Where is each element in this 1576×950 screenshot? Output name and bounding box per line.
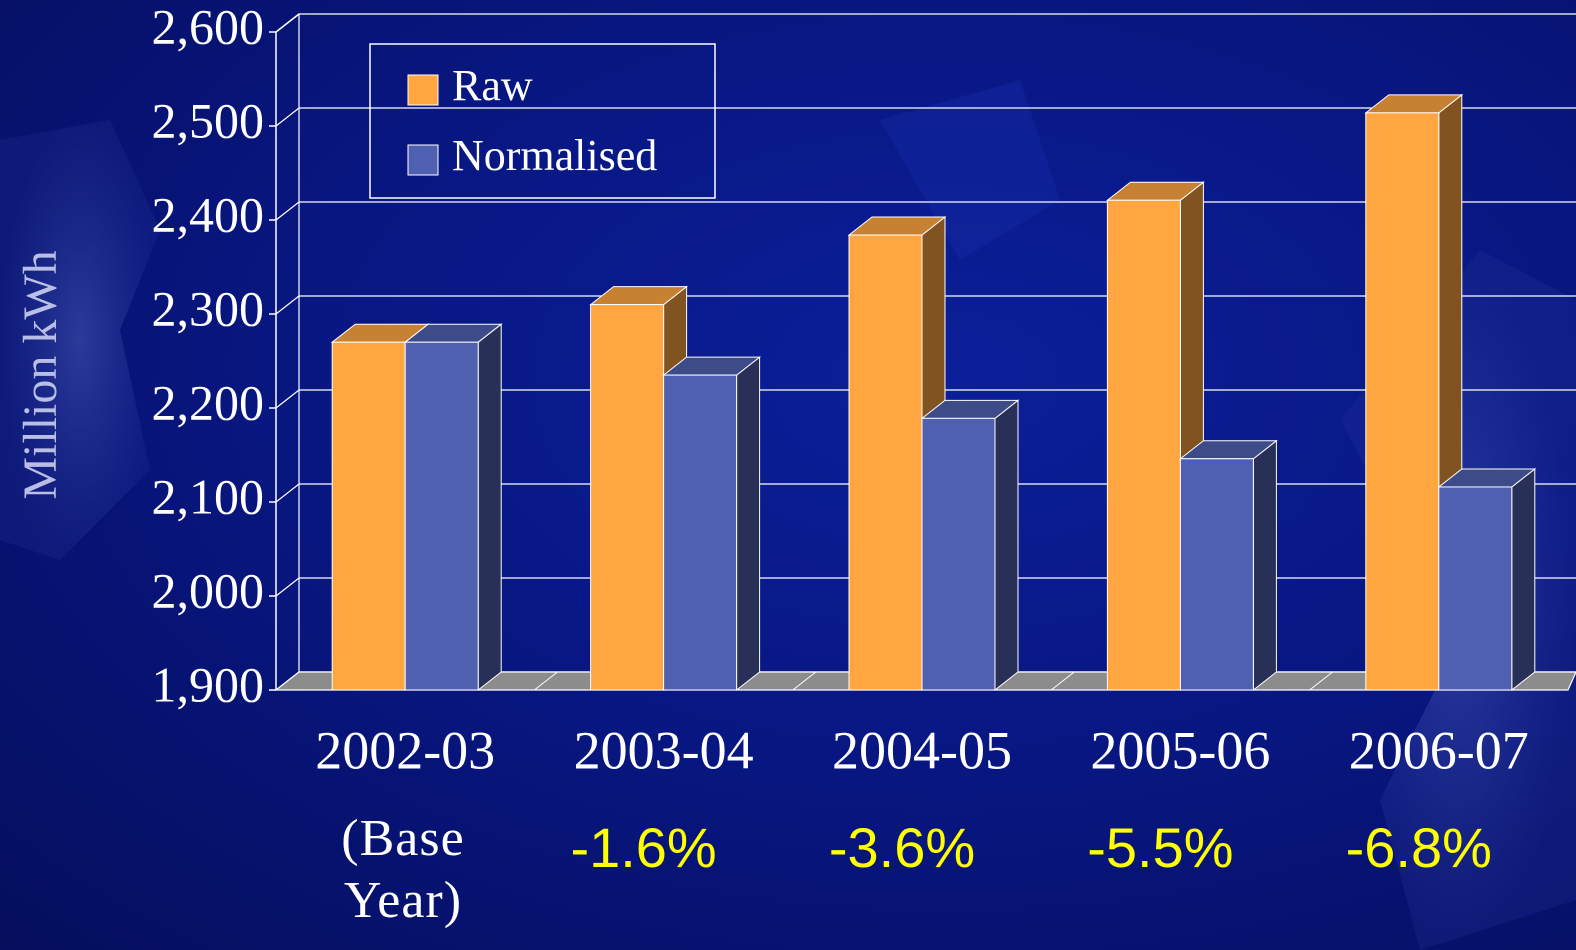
- bar: [848, 234, 923, 691]
- change-label: -3.6%: [829, 816, 975, 879]
- bar: [921, 417, 996, 691]
- floor-divider: [1309, 671, 1333, 691]
- x-tick-label: 2005-06: [1090, 720, 1270, 780]
- bar: [663, 374, 738, 691]
- y-tick-label: 2,000: [152, 562, 265, 618]
- legend-box: [369, 43, 716, 199]
- y-tick-label: 2,400: [152, 186, 265, 242]
- x-tick-label: 2004-05: [832, 720, 1012, 780]
- y-tick-label: 2,600: [152, 0, 265, 54]
- bar: [1365, 112, 1440, 691]
- legend-swatch: [407, 74, 439, 106]
- grid-line: [275, 13, 1576, 33]
- y-tick-label: 2,500: [152, 92, 265, 148]
- bar-side: [736, 356, 761, 692]
- y-tick-label: 2,300: [152, 280, 265, 336]
- base-year-note: (Base Year): [341, 810, 465, 929]
- change-label: -5.5%: [1087, 816, 1233, 879]
- bar-side: [1252, 439, 1277, 692]
- legend-label: Normalised: [452, 131, 657, 180]
- floor-divider: [1050, 671, 1075, 691]
- legend-swatch: [407, 144, 439, 176]
- bar-side: [477, 323, 502, 692]
- bar-side: [1511, 467, 1536, 692]
- bar: [1106, 199, 1181, 691]
- x-tick-label: 2003-04: [574, 720, 754, 780]
- bar: [590, 304, 665, 691]
- axis-line: [275, 13, 300, 690]
- floor-divider: [534, 671, 558, 691]
- legend-label: Raw: [452, 61, 533, 110]
- floor-divider: [792, 671, 817, 691]
- x-tick-label: 2002-03: [315, 720, 495, 780]
- legend: Raw Normalised: [369, 43, 716, 199]
- y-tick-label: 2,200: [152, 374, 265, 430]
- y-tick-label: 2,100: [152, 468, 265, 524]
- y-axis-label: Million kWh: [14, 250, 67, 499]
- bar: [1179, 458, 1254, 691]
- bar: [331, 341, 406, 691]
- change-label: -1.6%: [570, 816, 716, 879]
- x-tick-label: 2006-07: [1349, 720, 1529, 780]
- y-tick-label: 1,900: [152, 656, 265, 712]
- bar: [1438, 486, 1513, 691]
- bar-side: [994, 399, 1019, 692]
- bar: [404, 341, 479, 691]
- change-label: -6.8%: [1346, 816, 1492, 879]
